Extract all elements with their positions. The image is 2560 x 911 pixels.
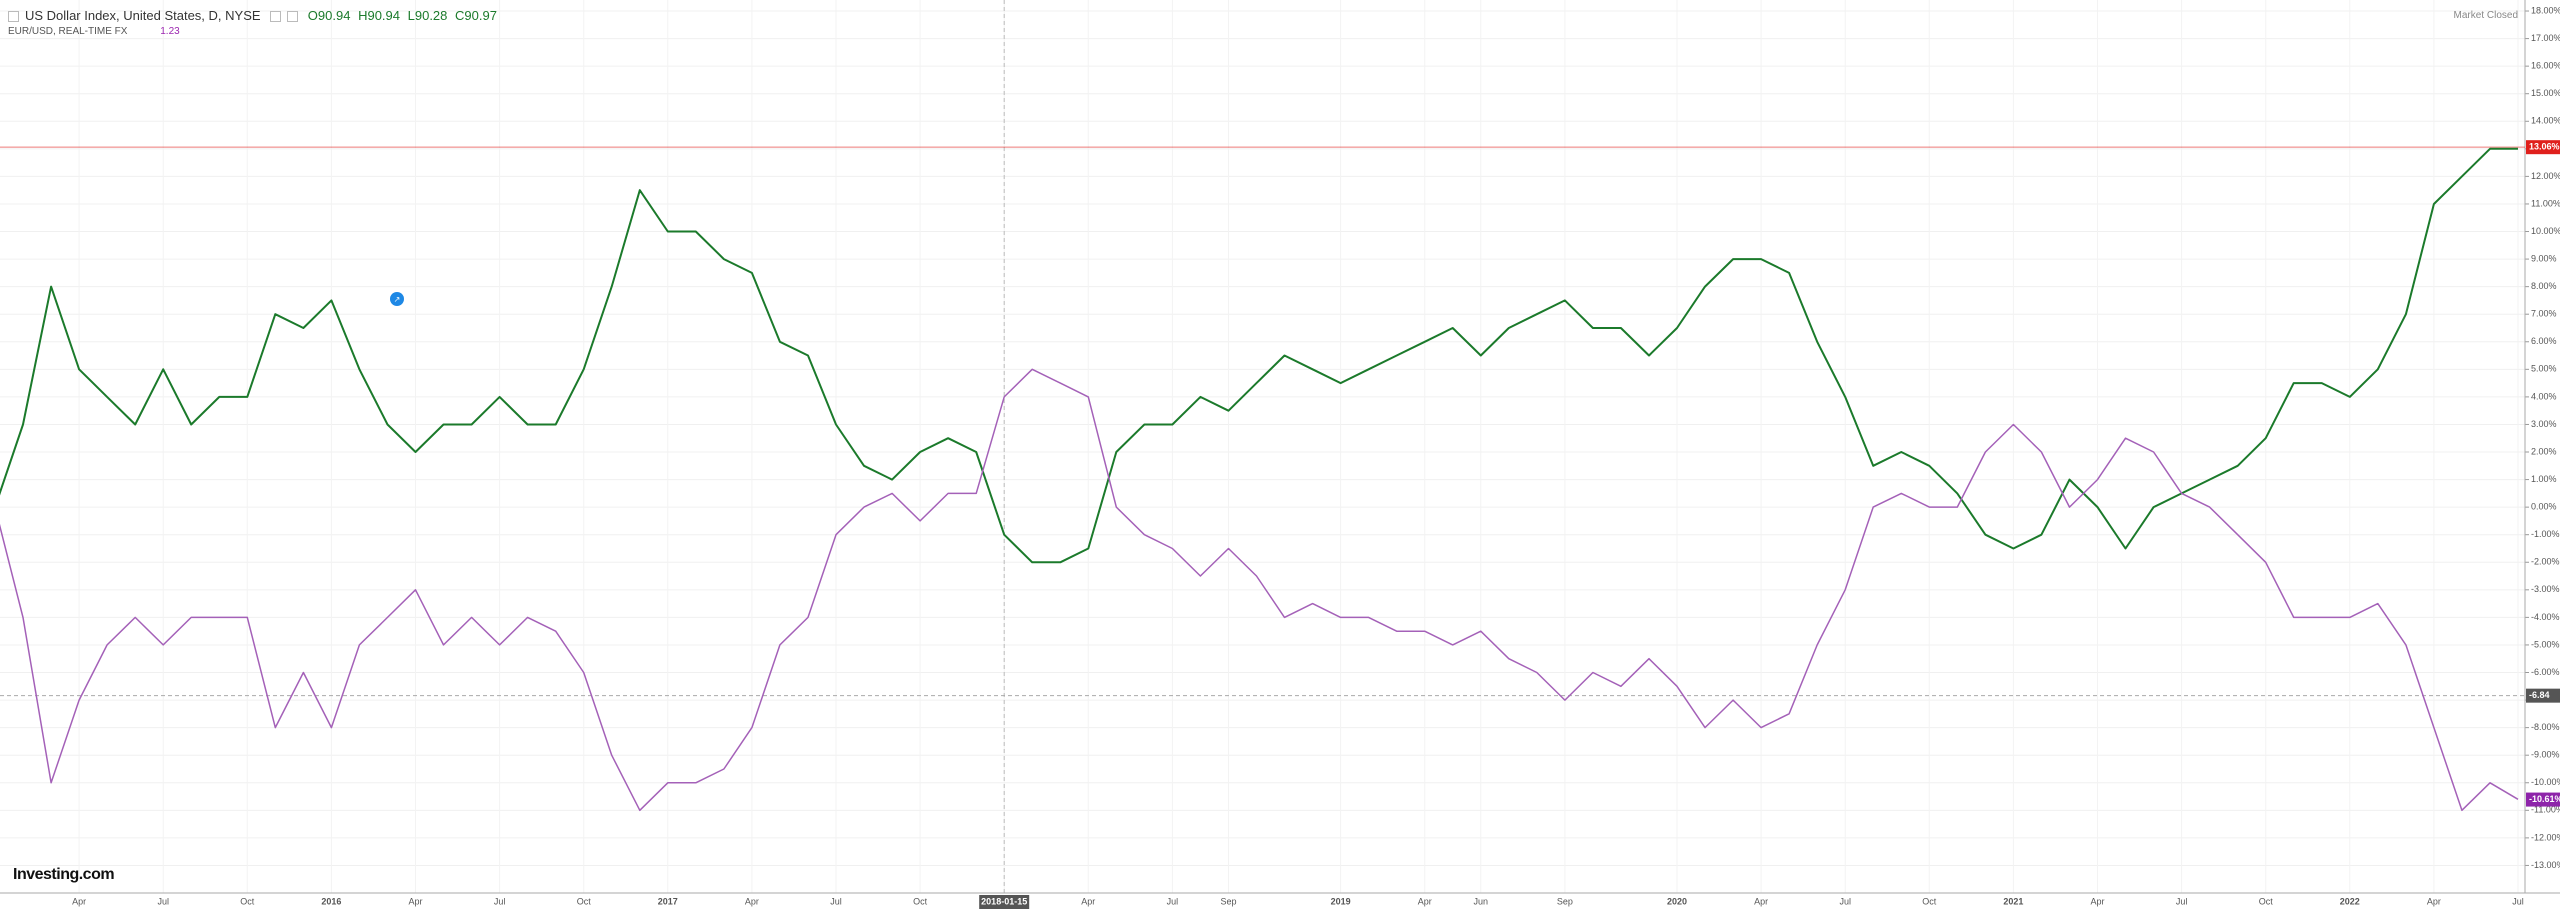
compare-legend: EUR/USD, REAL-TIME FX 1.23 [8, 26, 180, 37]
x-tick-label: Apr [408, 896, 422, 906]
x-tick-label: Oct [2259, 896, 2274, 906]
x-tick-label: 2022 [2340, 896, 2360, 906]
y-tick-label: 14.00% [2531, 116, 2560, 126]
y-tick-label: 18.00% [2531, 5, 2560, 15]
symbol-title: US Dollar Index, United States, D, NYSE [25, 8, 261, 23]
series-line [0, 368, 2519, 812]
x-tick-label: 2019 [1331, 896, 1351, 906]
y-tick-label: 10.00% [2531, 226, 2560, 236]
y-tick-label: 4.00% [2531, 391, 2557, 401]
market-status: Market Closed [2453, 10, 2518, 21]
x-tick-label: Apr [72, 896, 86, 906]
y-tick-label: -6.00% [2531, 667, 2560, 677]
x-tick-label: Jul [2176, 896, 2188, 906]
price-label-bg [2526, 688, 2560, 703]
y-tick-label: 9.00% [2531, 253, 2557, 263]
series-line [0, 147, 2518, 564]
y-tick-label: 12.00% [2531, 171, 2560, 181]
high: H90.94 [358, 8, 400, 23]
y-tick-label: 5.00% [2531, 364, 2557, 374]
y-tick-label: -9.00% [2531, 750, 2560, 760]
x-tick-label: Sep [1220, 896, 1236, 906]
price-label: 13.06% [2529, 142, 2560, 152]
x-tick-label: Oct [913, 896, 928, 906]
x-tick-label: Oct [577, 896, 592, 906]
y-tick-label: -1.00% [2531, 529, 2560, 539]
x-tick-label: Apr [1754, 896, 1768, 906]
y-tick-label: -4.00% [2531, 612, 2560, 622]
y-tick-label: 15.00% [2531, 88, 2560, 98]
y-tick-label: 0.00% [2531, 502, 2557, 512]
x-tick-label: 2020 [1667, 896, 1687, 906]
x-tick-label: Apr [745, 896, 759, 906]
x-tick-label: 2017 [658, 896, 678, 906]
y-tick-label: 8.00% [2531, 281, 2557, 291]
compare-symbol: EUR/USD, REAL-TIME FX [8, 26, 128, 37]
y-tick-label: 11.00% [2531, 198, 2560, 208]
x-tick-label: Apr [2427, 896, 2441, 906]
price-label-bg [2526, 792, 2560, 807]
x-tick-label: Jul [830, 896, 842, 906]
compare-value: 1.23 [160, 26, 180, 37]
x-tick-label: Oct [1922, 896, 1937, 906]
x-tick-label: 2016 [321, 896, 341, 906]
crosshair-label-bg [979, 895, 1030, 909]
x-tick-label: Jun [1474, 896, 1489, 906]
x-tick-label: Sep [1557, 896, 1573, 906]
x-tick-label: Oct [240, 896, 255, 906]
x-tick-label: Apr [1081, 896, 1095, 906]
close-button[interactable] [287, 11, 299, 23]
x-tick-label: Jul [157, 896, 169, 906]
y-tick-label: -11.00% [2531, 805, 2560, 815]
y-tick-label: -13.00% [2531, 860, 2560, 870]
y-tick-label: -8.00% [2531, 722, 2560, 732]
event-marker[interactable] [390, 292, 404, 306]
x-tick-label: Jul [2512, 896, 2524, 906]
price-label: -6.84 [2529, 690, 2550, 700]
collapse-button[interactable] [8, 11, 19, 23]
x-tick-label: Jul [1167, 896, 1179, 906]
x-tick-label: 2021 [2003, 896, 2023, 906]
settings-button[interactable] [270, 11, 282, 23]
open: O90.94 [307, 8, 351, 23]
close: C90.97 [455, 8, 497, 23]
y-tick-label: 1.00% [2531, 474, 2557, 484]
y-tick-label: -12.00% [2531, 832, 2560, 842]
low: L90.28 [407, 8, 448, 23]
price-label-bg [2526, 140, 2560, 155]
y-tick-label: 17.00% [2531, 33, 2560, 43]
y-tick-label: 7.00% [2531, 309, 2557, 319]
x-tick-label: Apr [2090, 896, 2104, 906]
y-tick-label: 16.00% [2531, 61, 2560, 71]
x-tick-label: Jul [1839, 896, 1851, 906]
legend-header: US Dollar Index, United States, D, NYSE … [8, 8, 501, 23]
event-icon: ↗ [394, 295, 401, 304]
y-tick-label: 6.00% [2531, 336, 2557, 346]
x-tick-label: Jul [494, 896, 506, 906]
y-tick-label: -2.00% [2531, 557, 2560, 567]
y-tick-label: -10.00% [2531, 777, 2560, 787]
x-tick-label: 2018-01-15 [981, 896, 1027, 906]
y-tick-label: 2.00% [2531, 446, 2557, 456]
x-tick-label: Apr [1418, 896, 1432, 906]
price-label: -10.61% [2529, 794, 2560, 804]
brand-logo: Investing.com [13, 866, 115, 883]
y-tick-label: -5.00% [2531, 639, 2560, 649]
y-tick-label: -3.00% [2531, 584, 2560, 594]
y-tick-label: 3.00% [2531, 419, 2557, 429]
